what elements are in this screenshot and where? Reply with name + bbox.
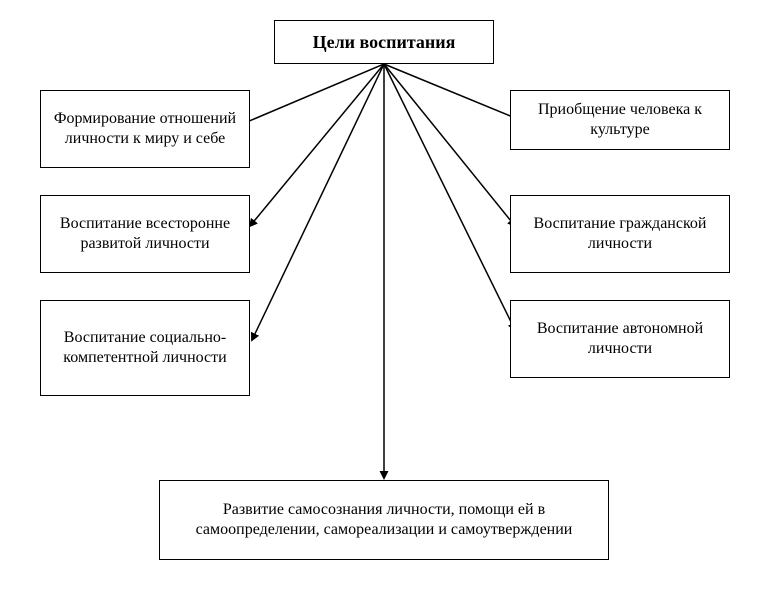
edge-root-right2 bbox=[384, 64, 515, 226]
node-left1: Формирование отношений личности к миру и… bbox=[40, 90, 250, 168]
root-node: Цели воспитания bbox=[274, 20, 494, 64]
node-right2-label: Воспитание гражданской личности bbox=[519, 214, 721, 254]
node-left3-label: Воспитание социально-компетентной личнос… bbox=[49, 328, 241, 368]
node-left2-label: Воспитание всесторонне развитой личности bbox=[49, 214, 241, 254]
edge-root-left1 bbox=[228, 64, 384, 130]
node-right1-label: Приобщение человека к культуре bbox=[519, 100, 721, 140]
node-right3-label: Воспитание автономной личности bbox=[519, 319, 721, 359]
edge-root-right1 bbox=[384, 64, 520, 120]
node-right2: Воспитание гражданской личности bbox=[510, 195, 730, 273]
root-label: Цели воспитания bbox=[313, 31, 456, 54]
edge-root-left3 bbox=[252, 64, 384, 340]
node-right1: Приобщение человека к культуре bbox=[510, 90, 730, 150]
node-bottom: Развитие самосознания личности, помощи е… bbox=[159, 480, 609, 560]
node-left2: Воспитание всесторонне развитой личности bbox=[40, 195, 250, 273]
node-bottom-label: Развитие самосознания личности, помощи е… bbox=[168, 500, 600, 540]
node-left1-label: Формирование отношений личности к миру и… bbox=[49, 109, 241, 149]
edge-root-left2 bbox=[250, 64, 384, 226]
node-left3: Воспитание социально-компетентной личнос… bbox=[40, 300, 250, 396]
diagram-canvas: Цели воспитания Формирование отношений л… bbox=[0, 0, 768, 593]
node-right3: Воспитание автономной личности bbox=[510, 300, 730, 378]
edge-root-right3 bbox=[384, 64, 515, 330]
